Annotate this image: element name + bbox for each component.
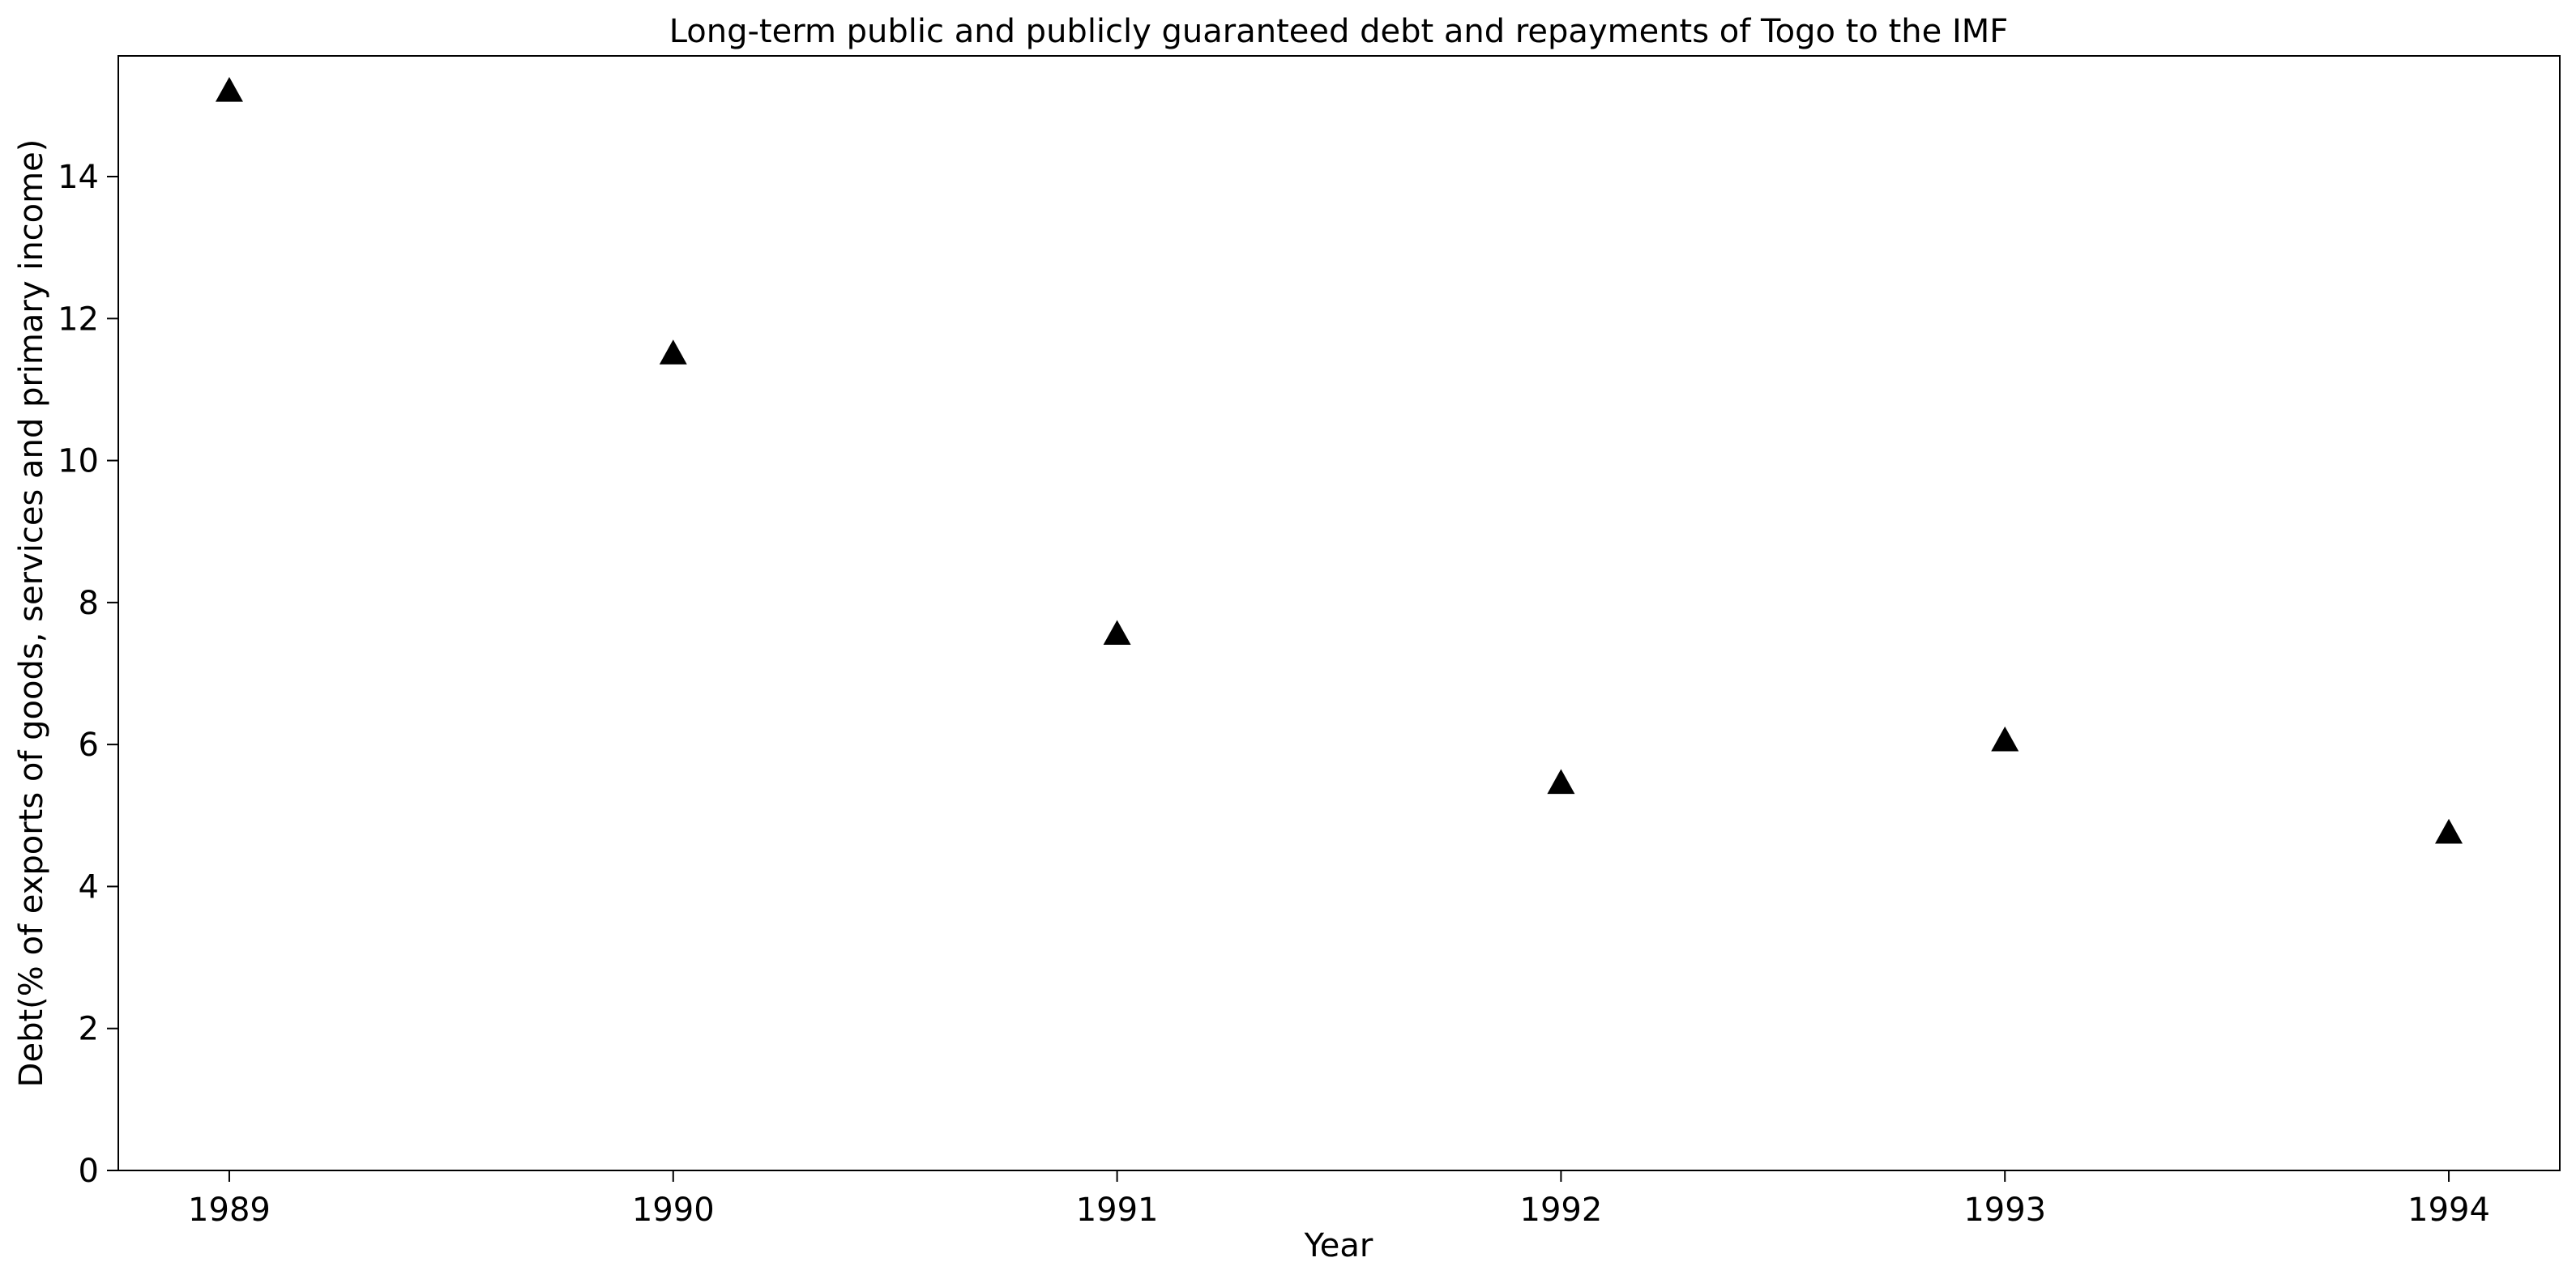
data-point-1994 (2435, 818, 2463, 844)
x-axis-label: Year (1304, 1227, 1373, 1264)
data-point-1991 (1103, 620, 1131, 646)
x-axis: 1989 1990 1991 1992 1993 1994 (188, 1170, 2490, 1229)
y-tick-label: 0 (79, 1153, 99, 1190)
x-tick-label: 1993 (1963, 1192, 2046, 1229)
y-tick-label: 8 (79, 585, 99, 622)
y-tick-label: 2 (79, 1011, 99, 1048)
data-point-1992 (1547, 769, 1575, 795)
x-tick-label: 1992 (1520, 1192, 1603, 1229)
chart-title: Long-term public and publicly guaranteed… (669, 13, 2009, 50)
y-tick-label: 14 (58, 159, 99, 196)
y-axis: 0 2 4 6 8 10 12 14 (58, 159, 118, 1190)
data-point-1993 (1991, 726, 2019, 752)
plot-area (117, 55, 2561, 1171)
y-tick-label: 12 (58, 301, 99, 338)
x-tick-label: 1991 (1076, 1192, 1159, 1229)
x-tick-label: 1994 (2407, 1192, 2490, 1229)
x-tick-label: 1989 (188, 1192, 271, 1229)
y-tick-label: 10 (58, 443, 99, 480)
data-point-1990 (659, 339, 687, 365)
y-axis-label: Debt(% of exports of goods, services and… (13, 139, 50, 1088)
x-tick-label: 1990 (632, 1192, 715, 1229)
data-point-1989 (215, 76, 243, 102)
data-series (215, 76, 2463, 844)
y-tick-label: 4 (79, 868, 99, 906)
y-tick-label: 6 (79, 727, 99, 764)
